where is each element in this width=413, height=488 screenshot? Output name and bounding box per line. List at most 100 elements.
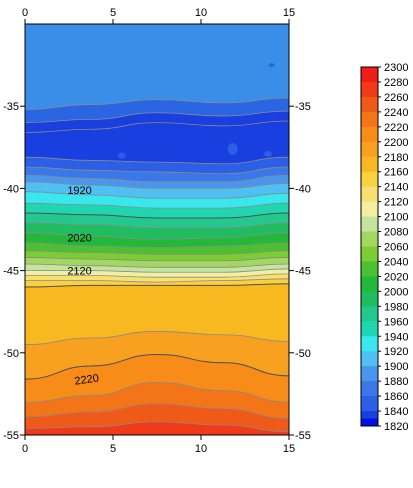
colorbar-swatch bbox=[361, 81, 378, 98]
contour-line bbox=[25, 97, 289, 110]
contour-patch bbox=[117, 152, 126, 159]
contour-label: 2220 bbox=[74, 372, 100, 387]
colorbar-swatch bbox=[361, 381, 378, 397]
contour-labels: 1920 2020 2120 2220 bbox=[67, 185, 99, 388]
colorbar-swatch bbox=[361, 67, 378, 83]
x-tick-label-bottom: 5 bbox=[110, 443, 116, 455]
y-tick-label-right: -45 bbox=[295, 266, 311, 278]
x-tick-label-top: 5 bbox=[110, 7, 116, 19]
contour-line bbox=[25, 257, 289, 262]
contour-line bbox=[25, 222, 289, 229]
colorbar-swatch bbox=[361, 111, 378, 128]
colorbar-swatch bbox=[361, 126, 378, 143]
colorbar-swatch bbox=[361, 96, 378, 113]
x-tick-label-bottom: 15 bbox=[283, 443, 295, 455]
colorbar-swatch bbox=[361, 261, 378, 277]
colorbar-label: 2120 bbox=[384, 197, 408, 209]
contour-line bbox=[25, 191, 289, 199]
contour-line bbox=[25, 278, 289, 283]
colorbar: 1820 1840 1860 1880 1900 1920 1940 1960 1980 2000… bbox=[360, 62, 408, 433]
contour-line bbox=[25, 110, 289, 124]
colorbar-label: 1980 bbox=[384, 301, 408, 313]
contour-line bbox=[25, 263, 289, 268]
colorbar-label: 2180 bbox=[384, 152, 408, 164]
colorbar-swatch bbox=[361, 156, 378, 173]
colorbar-label: 1920 bbox=[384, 346, 408, 358]
contour-line bbox=[25, 250, 289, 255]
colorbar-label: 2300 bbox=[384, 62, 408, 74]
contour-patch bbox=[227, 142, 238, 155]
contour-line bbox=[25, 202, 289, 209]
contour-line bbox=[25, 166, 289, 175]
contour-line bbox=[25, 421, 289, 433]
colorbar-swatch bbox=[361, 418, 378, 426]
contour-line bbox=[25, 331, 289, 345]
colorbar-swatch bbox=[361, 321, 378, 337]
y-tick-label-left: -35 bbox=[3, 101, 19, 113]
contour-patch bbox=[268, 63, 275, 68]
colorbar-swatch bbox=[361, 186, 378, 203]
contour-label: 2120 bbox=[67, 266, 91, 278]
contour-line bbox=[25, 268, 289, 273]
y-tick-label-right: -40 bbox=[295, 183, 311, 195]
contour-label: 1920 bbox=[67, 185, 91, 197]
colorbar-label: 2200 bbox=[384, 137, 408, 149]
colorbar-label: 1900 bbox=[384, 361, 408, 373]
colorbar-label: 2220 bbox=[384, 122, 408, 134]
contour-line bbox=[25, 120, 289, 133]
x-tick-label-top: 0 bbox=[22, 7, 28, 19]
colorbar-label: 2100 bbox=[384, 212, 408, 224]
axes: 0 0 5 5 10 10 15 15 -35 -35 -40 -40 -45 -45 -50 -50 -55 -… bbox=[3, 7, 311, 455]
colorbar-swatch bbox=[361, 201, 378, 217]
contour-blue-patches bbox=[117, 63, 275, 159]
x-tick-label-top: 15 bbox=[283, 7, 295, 19]
colorbar-label: 2260 bbox=[384, 92, 408, 104]
contour-line bbox=[25, 353, 289, 380]
y-tick-label-right: -50 bbox=[295, 348, 311, 360]
contour-line bbox=[25, 212, 289, 219]
colorbar-swatch bbox=[361, 351, 378, 367]
x-tick-label-bottom: 10 bbox=[195, 443, 207, 455]
colorbar-swatch bbox=[361, 366, 378, 382]
colorbar-label: 2080 bbox=[384, 227, 408, 239]
contour-line bbox=[25, 283, 289, 288]
colorbar-label: 1880 bbox=[384, 376, 408, 388]
colorbar-swatch bbox=[361, 141, 378, 158]
colorbar-swatch bbox=[361, 231, 378, 247]
colorbar-label: 2040 bbox=[384, 256, 408, 268]
y-tick-label-right: -55 bbox=[295, 430, 311, 442]
contour-line bbox=[25, 156, 289, 165]
colorbar-label: 1820 bbox=[384, 421, 408, 433]
colorbar-swatch bbox=[361, 306, 378, 322]
y-tick-label-left: -50 bbox=[3, 348, 19, 360]
colorbar-label: 2060 bbox=[384, 242, 408, 254]
x-tick-label-bottom: 0 bbox=[22, 443, 28, 455]
y-tick-label-left: -40 bbox=[3, 183, 19, 195]
colorbar-label: 2280 bbox=[384, 77, 408, 89]
colorbar-label: 2000 bbox=[384, 286, 408, 298]
colorbar-swatch bbox=[361, 276, 378, 292]
contour-patch bbox=[263, 150, 272, 157]
y-tick-label-left: -55 bbox=[3, 430, 19, 442]
colorbar-label: 2240 bbox=[384, 107, 408, 119]
contour-line bbox=[25, 174, 289, 183]
colorbar-label: 1940 bbox=[384, 331, 408, 343]
plot-frame bbox=[24, 23, 290, 436]
colorbar-swatch bbox=[361, 246, 378, 262]
contour-line bbox=[25, 242, 289, 248]
y-tick-label-right: -35 bbox=[295, 101, 311, 113]
contour-line bbox=[25, 273, 289, 278]
colorbar-swatch bbox=[361, 216, 378, 232]
colorbar-label: 1840 bbox=[384, 406, 408, 418]
colorbar-label: 2020 bbox=[384, 271, 408, 283]
colorbar-swatch bbox=[361, 396, 378, 412]
x-tick-label-top: 10 bbox=[195, 7, 207, 19]
colorbar-swatch bbox=[361, 291, 378, 307]
colorbar-label: 1860 bbox=[384, 391, 408, 403]
contour-line bbox=[25, 403, 289, 419]
contour-line bbox=[25, 381, 289, 403]
colorbar-label: 1960 bbox=[384, 316, 408, 328]
contour-line bbox=[25, 181, 289, 189]
contour-lines bbox=[25, 97, 289, 433]
